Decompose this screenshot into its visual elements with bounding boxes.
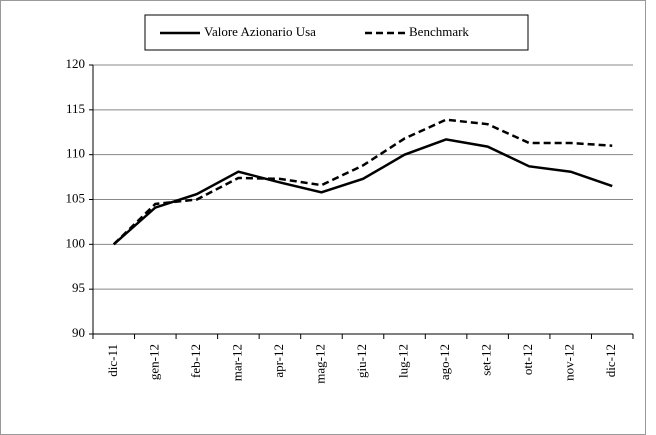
- x-tick-label: dic-11: [105, 344, 120, 377]
- x-tick-label: mag-12: [312, 344, 327, 384]
- x-tick-label: ott-12: [520, 344, 535, 375]
- x-tick-label: set-12: [479, 344, 494, 376]
- x-tick-label: mar-12: [229, 344, 244, 381]
- x-tick-label: ago-12: [437, 344, 452, 380]
- y-tick-label: 120: [66, 56, 86, 71]
- x-tick-label: giu-12: [354, 344, 369, 378]
- x-tick-label: gen-12: [146, 344, 161, 380]
- y-tick-label: 90: [72, 325, 85, 340]
- series-line: [112, 118, 613, 246]
- x-tick-label: feb-12: [188, 344, 203, 378]
- x-tick-label: lug-12: [396, 344, 411, 378]
- x-tick-label: apr-12: [271, 344, 286, 378]
- legend-label: Benchmark: [409, 24, 469, 39]
- y-tick-label: 105: [66, 190, 86, 205]
- x-tick-label: dic-12: [603, 344, 618, 377]
- y-tick-label: 115: [66, 101, 85, 116]
- y-tick-label: 95: [72, 280, 85, 295]
- y-tick-label: 100: [66, 235, 86, 250]
- x-tick-label: nov-12: [562, 344, 577, 381]
- y-tick-label: 110: [66, 146, 85, 161]
- legend-box: [144, 14, 529, 51]
- legend-label: Valore Azionario Usa: [204, 24, 316, 39]
- series-line: [112, 138, 613, 246]
